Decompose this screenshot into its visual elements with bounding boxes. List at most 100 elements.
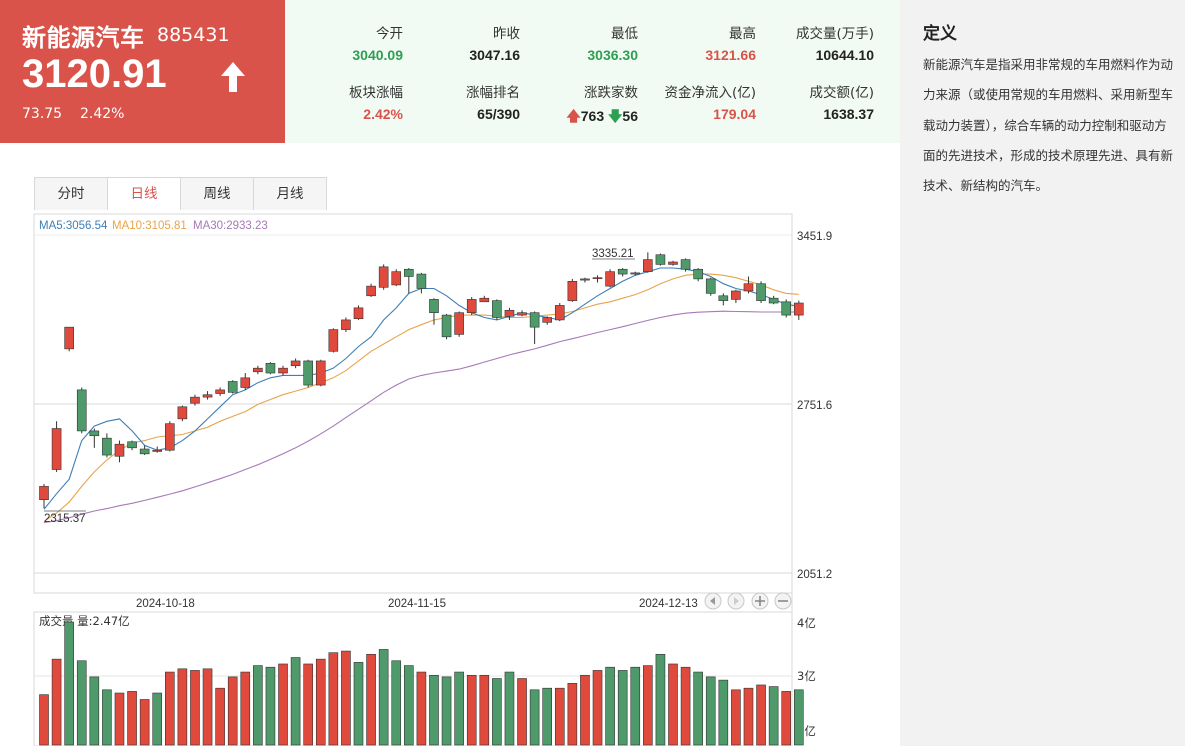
candle-body: [404, 268, 414, 277]
candle: [743, 276, 754, 294]
volume-bar: [668, 663, 678, 746]
candle-body: [391, 271, 402, 286]
candle: [731, 289, 741, 304]
candle: [529, 311, 540, 345]
chevron-right-icon: [734, 597, 739, 605]
volume-bar: [492, 678, 502, 746]
candle: [290, 358, 301, 369]
candle-body: [605, 271, 615, 287]
date-label: 2024-11-15: [388, 598, 446, 610]
price-tick-label: 2051.2: [797, 569, 832, 581]
candle-body: [202, 394, 213, 398]
volume-tick-label: 3亿: [797, 669, 816, 683]
max-label: 3335.21: [592, 248, 634, 260]
volume-bar: [190, 670, 200, 746]
candle: [265, 362, 276, 375]
candle: [416, 272, 427, 294]
candle-body: [127, 441, 137, 449]
candle-body: [479, 297, 490, 303]
candle-body: [630, 272, 641, 275]
period-tabs: 分时 日线 周线 月线: [34, 177, 327, 210]
definition-text: 新能源汽车是指采用非常规的车用燃料作为动力来源（或使用常规的车用燃料、采用新型车…: [923, 57, 1174, 194]
volume-bar: [479, 674, 490, 746]
prev-close-value: 3047.16: [469, 47, 520, 63]
zoom-out-button[interactable]: [774, 592, 792, 610]
scroll-right-button[interactable]: [727, 592, 745, 610]
candle: [542, 316, 553, 325]
volume-bar: [64, 621, 74, 746]
candle-body: [76, 389, 87, 432]
volume-bar: [718, 679, 729, 746]
candle-body: [466, 299, 477, 313]
volume-bar: [793, 689, 804, 746]
candle: [617, 268, 628, 277]
candle: [202, 391, 213, 400]
tab-intraday[interactable]: 分时: [35, 178, 108, 210]
volume-bar: [680, 666, 691, 746]
amount-value: 1638.37: [823, 106, 874, 122]
candle-body: [781, 301, 792, 316]
candle-body: [278, 367, 288, 374]
arrow-up-icon: [221, 62, 245, 92]
tab-weekly[interactable]: 周线: [181, 178, 254, 210]
candle: [655, 253, 666, 266]
volume-bar: [240, 671, 251, 746]
volume-bar: [114, 692, 125, 746]
ma30-line: [43, 310, 799, 524]
candle: [127, 440, 137, 451]
candle: [303, 359, 313, 388]
candle: [353, 305, 364, 320]
volume-bar: [655, 653, 666, 746]
candle-body: [655, 254, 666, 265]
candle: [165, 421, 175, 452]
volume-bar: [542, 687, 553, 746]
volume-bar: [617, 670, 628, 746]
open-value: 3040.09: [352, 47, 403, 63]
candle: [240, 373, 251, 390]
candle-body: [429, 299, 439, 313]
candle-body: [328, 329, 339, 352]
candle-body: [341, 319, 351, 330]
candle-body: [705, 278, 716, 294]
volume-bar: [580, 674, 590, 746]
volume-bar: [743, 687, 754, 746]
candle: [567, 278, 578, 302]
volume-bar: [341, 650, 351, 746]
candle: [718, 293, 729, 306]
candle-body: [668, 261, 678, 265]
volume-bar: [227, 676, 238, 746]
volume-bar: [102, 689, 112, 746]
candle: [328, 328, 339, 353]
candle-body: [165, 423, 175, 451]
candle-body: [265, 363, 276, 374]
volume-bar: [781, 691, 792, 746]
volume-bar: [404, 665, 414, 746]
candle-body: [378, 266, 389, 288]
candle: [64, 326, 74, 352]
ma10-legend: MA10:3105.81: [112, 220, 187, 232]
candle: [705, 277, 716, 296]
zoom-in-button[interactable]: [751, 592, 769, 610]
updown-label: 涨跌家数: [584, 85, 638, 101]
candle-body: [89, 430, 100, 437]
candle: [781, 299, 792, 318]
up-arrow-icon: 🡅: [566, 108, 581, 124]
index-quote-panel: 新能源汽车 885431 3120.91 73.75 2.42%: [0, 0, 285, 143]
tab-monthly[interactable]: 月线: [254, 178, 326, 210]
sector-pct-label: 板块涨幅: [349, 85, 403, 101]
volume-bar: [517, 678, 527, 746]
candle: [190, 394, 200, 406]
candle-body: [454, 312, 464, 335]
min-label: 2315.37: [44, 513, 86, 525]
volume-bar: [215, 687, 225, 746]
volume-bar: [416, 671, 427, 746]
volume-bar: [152, 692, 163, 746]
candle-body: [290, 360, 301, 367]
candle-body: [215, 389, 225, 394]
scroll-left-button[interactable]: [704, 592, 722, 610]
volume-bar: [567, 683, 578, 746]
definition-title: 定义: [923, 24, 957, 44]
kline-chart[interactable]: MA5:3056.54 MA10:3105.81 MA30:2933.23 34…: [0, 0, 900, 746]
tab-daily[interactable]: 日线: [108, 178, 181, 210]
candle: [429, 298, 439, 325]
